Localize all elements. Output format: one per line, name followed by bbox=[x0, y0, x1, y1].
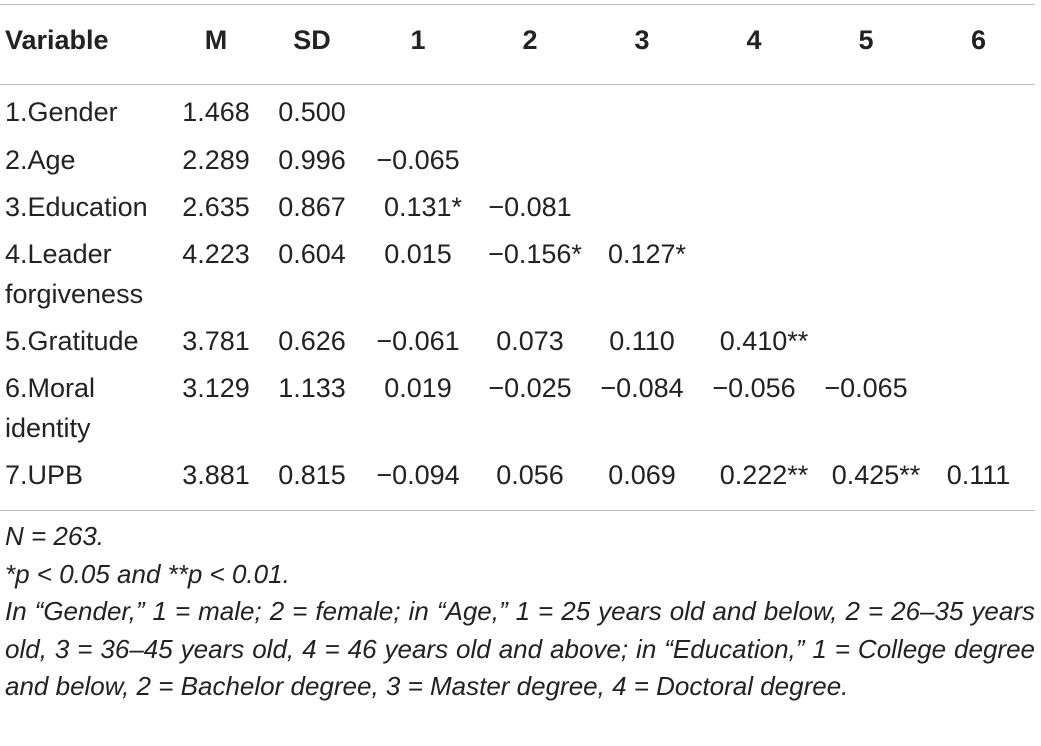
column-header: 3 bbox=[634, 25, 650, 55]
variable-label: 3.Education bbox=[5, 192, 148, 222]
table-top-rule bbox=[0, 4, 1035, 5]
correlation-value: 0.222** bbox=[719, 460, 809, 490]
mean-value: 1.468 bbox=[182, 97, 250, 127]
sd-value: 0.604 bbox=[278, 239, 346, 269]
column-header: 6 bbox=[970, 25, 987, 55]
correlation-value: 0.069 bbox=[608, 460, 676, 490]
correlation-value: 0.131* bbox=[383, 192, 463, 222]
correlation-value: 0.056 bbox=[496, 460, 564, 490]
variable-label: 6.Moral bbox=[5, 373, 96, 403]
variable-label: 1.Gender bbox=[5, 97, 118, 127]
sd-value: 0.815 bbox=[278, 460, 346, 490]
correlation-value: −0.065 bbox=[824, 373, 908, 403]
column-header: Variable bbox=[5, 25, 109, 55]
correlation-value: −0.056 bbox=[712, 373, 796, 403]
mean-value: 4.223 bbox=[182, 239, 250, 269]
note-coding: In “Gender,” 1 = male; 2 = female; in “A… bbox=[5, 596, 1035, 701]
note-significance: *p < 0.05 and **p < 0.01. bbox=[5, 558, 290, 589]
correlation-value: 0.015 bbox=[384, 239, 452, 269]
correlation-value: −0.094 bbox=[376, 460, 460, 490]
variable-label: forgiveness bbox=[5, 279, 144, 309]
correlation-value: 0.019 bbox=[384, 373, 452, 403]
column-header: 2 bbox=[522, 25, 538, 55]
variable-label: 7.UPB bbox=[5, 460, 84, 490]
correlation-value: −0.061 bbox=[376, 326, 460, 356]
correlation-value: 0.127* bbox=[607, 239, 687, 269]
correlation-value: −0.025 bbox=[488, 373, 572, 403]
correlation-value: 0.111 bbox=[946, 460, 1011, 490]
correlation-value: −0.156* bbox=[488, 239, 582, 269]
sd-value: 0.996 bbox=[278, 145, 346, 175]
mean-value: 2.635 bbox=[182, 192, 250, 222]
sd-value: 0.626 bbox=[278, 326, 346, 356]
sd-value: 1.133 bbox=[278, 373, 346, 403]
column-header: SD bbox=[293, 25, 331, 55]
correlation-value: 0.425** bbox=[831, 460, 921, 490]
correlation-value: 0.073 bbox=[496, 326, 564, 356]
table-notes: N = 263. *p < 0.05 and **p < 0.01. In “G… bbox=[5, 518, 1035, 706]
table-bottom-rule bbox=[0, 510, 1035, 511]
correlation-value: −0.081 bbox=[488, 192, 572, 222]
variable-label: 5.Gratitude bbox=[5, 326, 139, 356]
mean-value: 3.881 bbox=[182, 460, 250, 490]
column-header: M bbox=[204, 25, 228, 55]
variable-label: 4.Leader bbox=[5, 239, 112, 269]
mean-value: 2.289 bbox=[182, 145, 250, 175]
sd-value: 0.500 bbox=[278, 97, 346, 127]
mean-value: 3.781 bbox=[182, 326, 250, 356]
correlation-value: −0.084 bbox=[600, 373, 684, 403]
variable-label: 2.Age bbox=[5, 145, 76, 175]
correlation-value: 0.110 bbox=[609, 326, 675, 356]
column-header: 1 bbox=[410, 25, 426, 55]
table-header-rule bbox=[0, 84, 1035, 85]
column-header: 5 bbox=[858, 25, 874, 55]
correlation-value: 0.410** bbox=[719, 326, 809, 356]
column-header: 4 bbox=[746, 25, 762, 55]
sd-value: 0.867 bbox=[278, 192, 346, 222]
correlation-value: −0.065 bbox=[376, 145, 460, 175]
variable-label: identity bbox=[5, 413, 91, 443]
mean-value: 3.129 bbox=[182, 373, 250, 403]
note-sample-size: N = 263. bbox=[5, 521, 105, 551]
